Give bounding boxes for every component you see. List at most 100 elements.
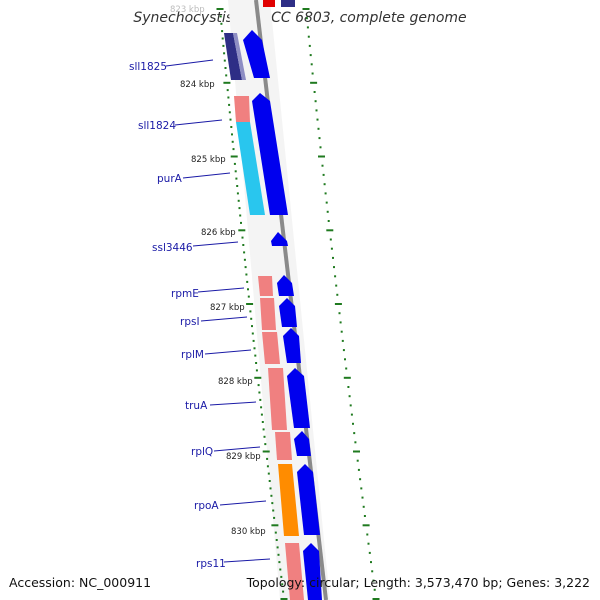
leader-line [165, 59, 214, 67]
kbp-label: 823 kbp [170, 5, 205, 15]
minor-tick [347, 386, 350, 388]
minor-tick [245, 273, 248, 276]
gene-label-rps11[interactable]: rps11 [196, 558, 226, 570]
minor-tick [255, 369, 258, 372]
minor-tick [310, 63, 313, 66]
minor-tick [338, 312, 341, 315]
gene-label-rpsI[interactable]: rpsI [180, 316, 200, 328]
minor-tick [236, 185, 239, 187]
arrow-rpoA [297, 464, 320, 535]
kbp-label: 826 kbp [201, 228, 236, 238]
gene-label-sll1824[interactable]: sll1824 [138, 120, 176, 132]
minor-tick [321, 164, 324, 167]
minor-tick [275, 539, 278, 541]
minor-tick [319, 146, 322, 149]
minor-tick [306, 26, 309, 29]
minor-tick [317, 127, 320, 130]
minor-tick [244, 266, 247, 269]
accession-text: Accession: NC_000911 [9, 575, 152, 590]
minor-tick [305, 17, 308, 20]
gene-label-rpmE[interactable]: rpmE [171, 288, 199, 300]
gene-label-purA[interactable]: purA [157, 173, 183, 185]
gene-label-rplM[interactable]: rplM [181, 349, 204, 361]
minor-tick [344, 358, 346, 361]
feature-rps11-a [285, 543, 304, 600]
top-edge-genes [263, 0, 295, 7]
minor-tick [315, 109, 318, 112]
minor-tick [231, 140, 234, 143]
minor-tick [227, 96, 230, 99]
minor-tick [370, 561, 372, 564]
major-tick [343, 376, 351, 379]
kbp-labels: 823 kbp 824 kbp 825 kbp 826 kbp 827 kbp … [170, 5, 266, 537]
minor-tick [314, 100, 317, 103]
major-tick [238, 229, 246, 232]
kbp-label: 825 kbp [191, 155, 226, 165]
minor-tick [257, 384, 260, 387]
arrow-rpsI [279, 298, 297, 327]
arrow-truA [287, 368, 310, 428]
minor-tick [311, 72, 314, 75]
gene-label-truA[interactable]: truA [185, 400, 208, 412]
leader-line [219, 500, 267, 506]
minor-tick [368, 551, 371, 554]
minor-tick [267, 472, 270, 475]
major-tick [334, 303, 342, 305]
minor-tick [247, 288, 249, 291]
minor-tick [350, 413, 353, 416]
minor-tick [363, 515, 366, 517]
minor-tick [373, 588, 376, 591]
minor-tick [276, 546, 279, 549]
arrow-rpmE [277, 275, 294, 296]
arrow-rplM [283, 328, 301, 363]
gene-label-rpoA[interactable]: rpoA [194, 500, 219, 512]
major-tick [254, 376, 262, 379]
minor-tick [332, 256, 334, 259]
minor-tick [269, 487, 272, 490]
minor-tick [264, 443, 267, 446]
major-tick [310, 81, 318, 84]
minor-tick [323, 183, 326, 186]
minor-tick [224, 67, 227, 69]
minor-tick [262, 428, 265, 431]
minor-tick [219, 15, 222, 18]
minor-tick [356, 459, 359, 462]
major-tick [223, 81, 231, 84]
minor-tick [339, 321, 342, 324]
major-tick [372, 598, 380, 600]
minor-tick [238, 207, 241, 210]
minor-tick [223, 52, 226, 55]
feature-rpmE-a [258, 276, 273, 296]
minor-tick [271, 502, 274, 505]
strand-b-arrows [243, 30, 322, 600]
major-tick [216, 8, 224, 10]
minor-tick [261, 421, 264, 423]
leader-line [204, 349, 252, 355]
minor-tick [266, 457, 269, 460]
gene-label-rplQ[interactable]: rplQ [191, 446, 213, 458]
leader-line [213, 446, 261, 452]
gene-label-ssl3446[interactable]: ssl3446 [152, 242, 193, 254]
feature-rplM-a [262, 332, 280, 364]
minor-tick [234, 170, 237, 173]
minor-tick [341, 339, 344, 342]
major-tick [246, 303, 254, 305]
minor-tick [309, 54, 312, 57]
feature-rplQ-a [275, 432, 292, 460]
feature-purA-a [236, 122, 265, 215]
minor-tick [235, 177, 238, 180]
minor-tick [316, 118, 319, 121]
minor-tick [247, 295, 250, 298]
minor-tick [229, 118, 232, 121]
minor-tick [260, 406, 263, 409]
minor-tick [281, 583, 284, 586]
minor-tick [250, 317, 253, 320]
gene-label-sll1825[interactable]: sll1825 [129, 61, 167, 73]
major-tick [302, 8, 310, 10]
feature-truA-a [268, 368, 287, 430]
minor-tick [318, 137, 321, 140]
major-tick [230, 155, 238, 158]
kbp-label: 830 kbp [231, 527, 266, 537]
